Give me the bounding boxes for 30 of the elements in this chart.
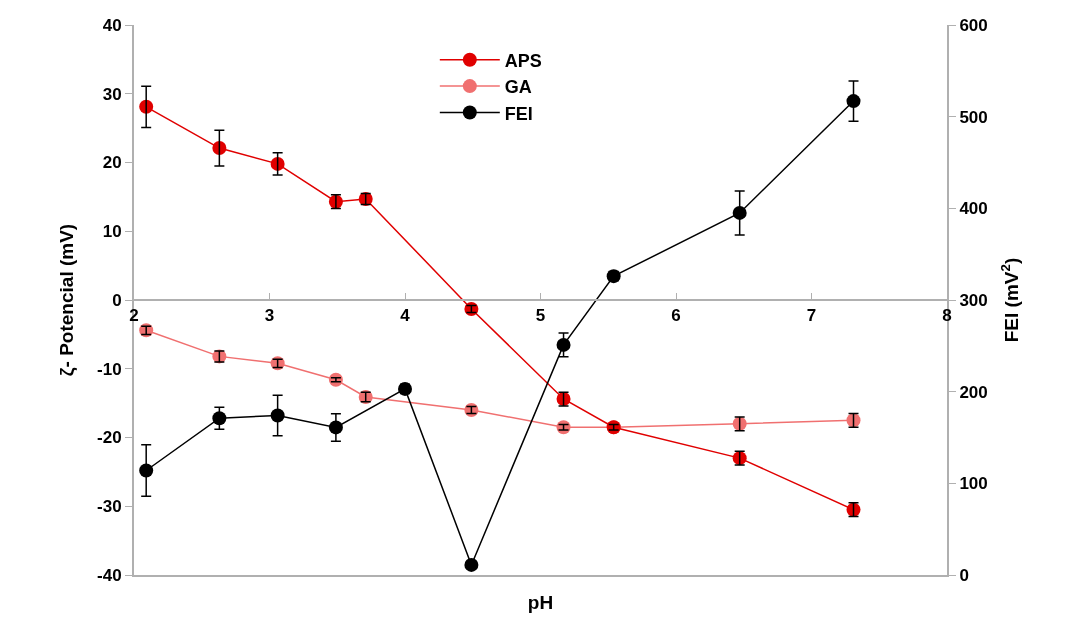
- y2-tick-label: 200: [959, 382, 988, 402]
- y2-tick-label: 0: [959, 565, 969, 585]
- y2-tick-label: 600: [959, 15, 988, 35]
- y-tick-label: 30: [102, 84, 122, 104]
- y-tick-label: 10: [102, 222, 122, 242]
- point: [212, 141, 227, 156]
- y-tick-label: -20: [97, 428, 122, 448]
- legend-label: GA: [504, 77, 532, 98]
- x-tick-label: 5: [535, 306, 546, 326]
- y-tick-label: 0: [112, 290, 122, 310]
- y-tick-label: 40: [102, 15, 122, 35]
- y-tick-label: 20: [102, 153, 122, 173]
- y2-tick-label: 100: [959, 474, 988, 494]
- x-tick-label: 7: [806, 306, 817, 326]
- point: [732, 205, 747, 220]
- x-axis-title: pH: [527, 592, 554, 614]
- y2-tick-label: 500: [959, 107, 988, 127]
- x-tick-label: 3: [264, 306, 275, 326]
- y2-tick-label: 400: [959, 199, 988, 219]
- x-tick-label: 4: [400, 306, 411, 326]
- y2-tick-label: 300: [959, 290, 988, 310]
- y-tick-label: -40: [97, 565, 122, 585]
- x-tick-label: 6: [671, 306, 681, 326]
- y-tick-label: -10: [97, 359, 122, 379]
- y-axis-title: ζ- Potencial (mV): [56, 223, 79, 377]
- legend-label: APS: [504, 50, 542, 71]
- x-tick-label: 8: [942, 306, 952, 326]
- x-tick-label: 2: [129, 306, 139, 326]
- legend-label: FEI: [504, 103, 533, 124]
- y-tick-label: -30: [97, 497, 122, 517]
